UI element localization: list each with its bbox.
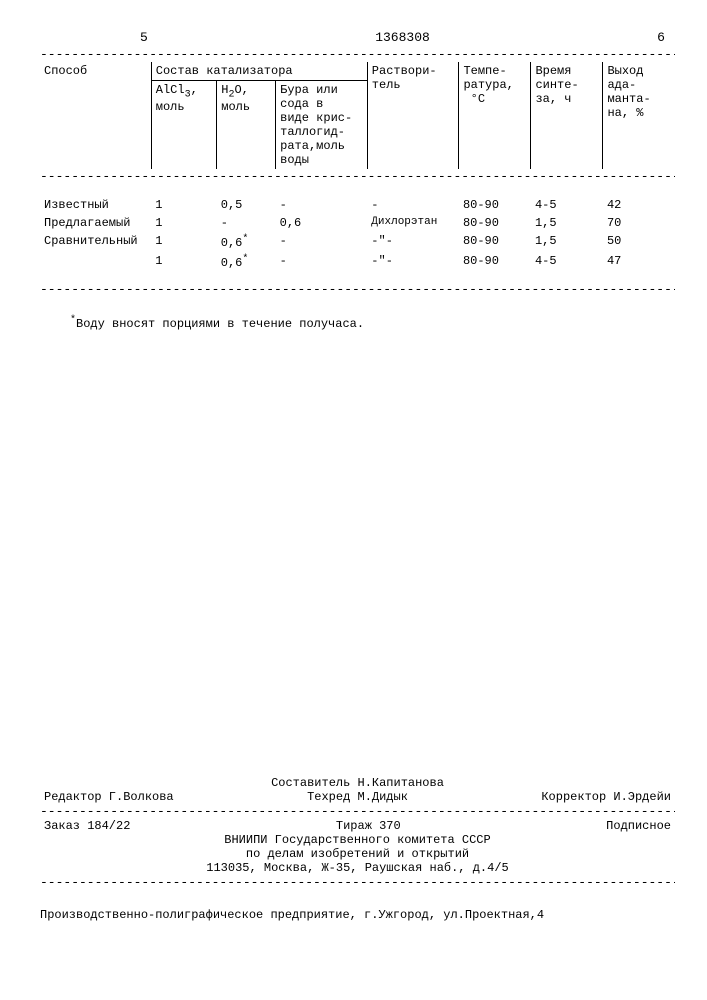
tech-editor: Техред М.Дидык (307, 790, 408, 804)
dash-line-bottom: ----------------------------------------… (40, 282, 675, 297)
cell-borax: - (276, 232, 368, 252)
cell-temp: 80-90 (459, 196, 531, 214)
order-number: Заказ 184/22 (44, 819, 130, 833)
cell-borax: - (276, 252, 368, 272)
cell-time: 4-5 (531, 252, 603, 272)
dash-line-credits-2: ----------------------------------------… (40, 875, 675, 890)
cell-method: Предлагаемый (40, 214, 151, 232)
cell-alcl3: 1 (151, 214, 216, 232)
subscribe: Подписное (606, 819, 671, 833)
editors-line: Редактор Г.Волкова Техред М.Дидык Коррек… (40, 790, 675, 804)
cell-temp: 80-90 (459, 232, 531, 252)
dash-row: ----------------------------------------… (40, 169, 675, 184)
col-alcl3-header: AlCl3,моль (151, 81, 216, 170)
col-time-header: Времясинте-за, ч (531, 62, 603, 169)
cell-method: Сравнительный (40, 232, 151, 252)
table-row: 1 0,6* - -"- 80-90 4-5 47 (40, 252, 675, 272)
cell-time: 1,5 (531, 214, 603, 232)
print-info-line: Заказ 184/22 Тираж 370 Подписное (40, 819, 675, 833)
doc-number: 1368308 (375, 30, 430, 45)
cell-solvent: - (367, 196, 459, 214)
cell-alcl3: 1 (151, 196, 216, 214)
cell-yield: 47 (603, 252, 675, 272)
cell-solvent: -"- (367, 252, 459, 272)
cell-h2o: 0,6* (217, 252, 276, 272)
printer-line: Производственно-полиграфическое предприя… (40, 908, 675, 922)
vniip-line-3: 113035, Москва, Ж-35, Раушская наб., д.4… (40, 861, 675, 875)
credits-block: Составитель Н.Капитанова Редактор Г.Волк… (40, 776, 675, 890)
editor: Редактор Г.Волкова (44, 790, 174, 804)
cell-yield: 50 (603, 232, 675, 252)
compiler-line: Составитель Н.Капитанова (40, 776, 675, 790)
cell-solvent: Дихлорэтан (367, 214, 459, 232)
document-page: { "header": { "left_colnum": "5", "doc_n… (0, 0, 707, 1000)
vniip-line-2: по делам изобретений и открытий (40, 847, 675, 861)
cell-temp: 80-90 (459, 214, 531, 232)
table-row: Известный 1 0,5 - - 80-90 4-5 42 (40, 196, 675, 214)
cell-method: Известный (40, 196, 151, 214)
table-row: Предлагаемый 1 - 0,6 Дихлорэтан 80-90 1,… (40, 214, 675, 232)
col-solvent-header: Раствори-тель (367, 62, 459, 169)
footnote: *Воду вносят порциями в течение получаса… (40, 315, 675, 331)
cell-solvent: -"- (367, 232, 459, 252)
data-table: Способ Состав катализатора Раствори-тель… (40, 62, 675, 282)
cell-alcl3: 1 (151, 232, 216, 252)
cell-alcl3: 1 (151, 252, 216, 272)
dash-line-mid: ----------------------------------------… (40, 169, 675, 184)
dash-line-top: ----------------------------------------… (40, 47, 675, 62)
cell-temp: 80-90 (459, 252, 531, 272)
col-num-right: 6 (657, 30, 665, 45)
spacer-row (40, 184, 675, 196)
col-borax-header: Бура илисода ввиде крис-таллогид-рата,мо… (276, 81, 368, 170)
vniip-line-1: ВНИИПИ Государственного комитета СССР (40, 833, 675, 847)
tirazh: Тираж 370 (336, 819, 401, 833)
col-num-left: 5 (140, 30, 148, 45)
table-header-row-1: Способ Состав катализатора Раствори-тель… (40, 62, 675, 81)
cell-method (40, 252, 151, 272)
col-yield-header: Выходада-манта-на, % (603, 62, 675, 169)
cell-time: 4-5 (531, 196, 603, 214)
col-temp-header: Темпе-ратура, °С (459, 62, 531, 169)
col-catalyst-group: Состав катализатора (151, 62, 367, 81)
cell-h2o: - (217, 214, 276, 232)
cell-time: 1,5 (531, 232, 603, 252)
cell-borax: 0,6 (276, 214, 368, 232)
cell-yield: 70 (603, 214, 675, 232)
dash-line-credits-1: ----------------------------------------… (40, 804, 675, 819)
col-method-header: Способ (40, 62, 151, 169)
cell-yield: 42 (603, 196, 675, 214)
col-h2o-header: H2O,моль (217, 81, 276, 170)
cell-h2o: 0,6* (217, 232, 276, 252)
cell-borax: - (276, 196, 368, 214)
footnote-text: Воду вносят порциями в течение получаса. (76, 317, 364, 331)
header-numbers: 5 1368308 6 (40, 30, 675, 45)
cell-h2o: 0,5 (217, 196, 276, 214)
corrector: Корректор И.Эрдейи (541, 790, 671, 804)
spacer-row (40, 272, 675, 282)
table-row: Сравнительный 1 0,6* - -"- 80-90 1,5 50 (40, 232, 675, 252)
